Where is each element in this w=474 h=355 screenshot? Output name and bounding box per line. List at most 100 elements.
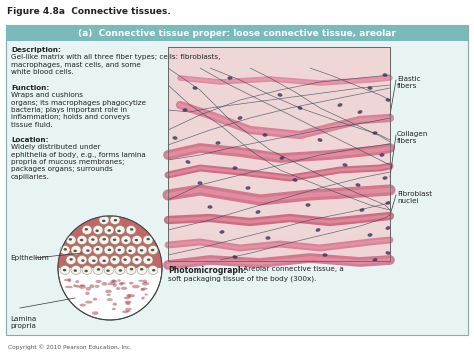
Text: Location:: Location: bbox=[11, 137, 48, 143]
Ellipse shape bbox=[124, 239, 128, 242]
Wedge shape bbox=[58, 216, 162, 268]
Ellipse shape bbox=[101, 282, 107, 285]
Ellipse shape bbox=[81, 259, 85, 262]
Ellipse shape bbox=[93, 225, 103, 235]
Ellipse shape bbox=[104, 225, 114, 235]
Ellipse shape bbox=[82, 225, 92, 235]
Ellipse shape bbox=[64, 279, 71, 282]
Ellipse shape bbox=[96, 248, 100, 250]
Ellipse shape bbox=[73, 250, 77, 252]
Bar bbox=[168, 47, 390, 261]
Ellipse shape bbox=[126, 302, 130, 305]
Ellipse shape bbox=[292, 178, 298, 182]
Ellipse shape bbox=[137, 246, 147, 255]
Ellipse shape bbox=[143, 235, 153, 245]
Ellipse shape bbox=[64, 248, 67, 251]
Ellipse shape bbox=[69, 238, 72, 241]
Ellipse shape bbox=[80, 284, 85, 286]
Ellipse shape bbox=[127, 294, 131, 298]
Text: Wraps and cushions
organs; its macrophages phagocytize
bacteria; plays important: Wraps and cushions organs; its macrophag… bbox=[11, 92, 146, 128]
Ellipse shape bbox=[137, 266, 147, 274]
Ellipse shape bbox=[143, 280, 147, 283]
Ellipse shape bbox=[112, 303, 117, 306]
Ellipse shape bbox=[255, 210, 260, 214]
Ellipse shape bbox=[104, 266, 114, 274]
Bar bbox=[168, 47, 390, 261]
Ellipse shape bbox=[380, 153, 384, 157]
Ellipse shape bbox=[228, 76, 233, 80]
Ellipse shape bbox=[107, 294, 110, 296]
Ellipse shape bbox=[116, 287, 120, 290]
Ellipse shape bbox=[208, 205, 212, 209]
Ellipse shape bbox=[107, 298, 113, 301]
Ellipse shape bbox=[118, 249, 121, 251]
Ellipse shape bbox=[60, 266, 70, 274]
Ellipse shape bbox=[337, 103, 342, 107]
Ellipse shape bbox=[89, 284, 94, 288]
Ellipse shape bbox=[306, 203, 310, 207]
Bar bbox=[168, 47, 390, 261]
Ellipse shape bbox=[115, 225, 125, 235]
Ellipse shape bbox=[71, 266, 81, 274]
Text: Lamina
propria: Lamina propria bbox=[10, 316, 36, 329]
Ellipse shape bbox=[110, 215, 120, 224]
Text: Gel-like matrix with all three fiber types; cells: fibroblasts,
macrophages, mas: Gel-like matrix with all three fiber typ… bbox=[11, 54, 220, 75]
Ellipse shape bbox=[93, 266, 103, 274]
Text: Fibroblast
nuclei: Fibroblast nuclei bbox=[397, 191, 432, 204]
Ellipse shape bbox=[95, 280, 101, 283]
Text: Description:: Description: bbox=[11, 47, 61, 53]
Ellipse shape bbox=[82, 246, 92, 255]
Ellipse shape bbox=[124, 297, 130, 299]
Ellipse shape bbox=[265, 236, 271, 240]
Ellipse shape bbox=[146, 238, 150, 240]
Ellipse shape bbox=[112, 308, 116, 310]
Ellipse shape bbox=[80, 239, 83, 241]
Ellipse shape bbox=[237, 116, 242, 120]
Ellipse shape bbox=[105, 290, 112, 293]
Ellipse shape bbox=[192, 86, 198, 90]
Text: Epithelium: Epithelium bbox=[10, 255, 49, 261]
Bar bbox=[168, 47, 390, 261]
Text: Figure 4.8a  Connective tissues.: Figure 4.8a Connective tissues. bbox=[7, 7, 171, 16]
Ellipse shape bbox=[138, 280, 144, 282]
Ellipse shape bbox=[80, 304, 86, 306]
Ellipse shape bbox=[60, 246, 70, 255]
Ellipse shape bbox=[147, 258, 150, 261]
Ellipse shape bbox=[322, 253, 328, 257]
Ellipse shape bbox=[318, 138, 322, 142]
Ellipse shape bbox=[75, 285, 80, 288]
Ellipse shape bbox=[108, 282, 116, 285]
Ellipse shape bbox=[68, 278, 71, 282]
Ellipse shape bbox=[140, 249, 143, 252]
Ellipse shape bbox=[148, 266, 158, 274]
Ellipse shape bbox=[88, 235, 98, 245]
Ellipse shape bbox=[63, 269, 66, 271]
Ellipse shape bbox=[102, 260, 106, 262]
Ellipse shape bbox=[108, 229, 111, 232]
Ellipse shape bbox=[385, 201, 391, 205]
Ellipse shape bbox=[71, 246, 81, 255]
Ellipse shape bbox=[140, 268, 144, 271]
Ellipse shape bbox=[115, 266, 125, 274]
Ellipse shape bbox=[94, 285, 100, 288]
Ellipse shape bbox=[367, 233, 373, 237]
Ellipse shape bbox=[126, 310, 130, 312]
Ellipse shape bbox=[121, 256, 131, 264]
Ellipse shape bbox=[121, 235, 131, 245]
Ellipse shape bbox=[385, 251, 391, 255]
Ellipse shape bbox=[92, 311, 99, 315]
Ellipse shape bbox=[66, 256, 76, 264]
Bar bbox=[168, 47, 390, 261]
Ellipse shape bbox=[123, 258, 127, 261]
Ellipse shape bbox=[356, 183, 360, 187]
Text: Photomicrograph:: Photomicrograph: bbox=[168, 266, 246, 275]
Bar bbox=[168, 208, 390, 234]
Ellipse shape bbox=[75, 280, 79, 283]
Ellipse shape bbox=[110, 256, 120, 264]
Text: Copyright © 2010 Pearson Education, Inc.: Copyright © 2010 Pearson Education, Inc. bbox=[8, 344, 132, 350]
Ellipse shape bbox=[66, 235, 76, 245]
Ellipse shape bbox=[385, 226, 391, 230]
Ellipse shape bbox=[122, 311, 128, 313]
Ellipse shape bbox=[128, 294, 135, 297]
Ellipse shape bbox=[77, 235, 87, 245]
